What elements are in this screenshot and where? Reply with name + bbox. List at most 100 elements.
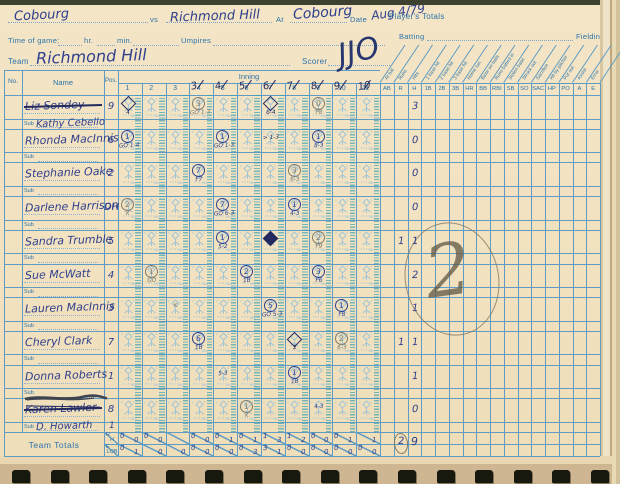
grid-line <box>284 82 286 456</box>
at-label: At <box>276 15 284 24</box>
svg-text:3: 3 <box>180 198 182 202</box>
svg-text:2: 2 <box>311 231 313 235</box>
scoring-cell-diamond-glyph: 2 3 SAC <box>191 365 209 387</box>
svg-text:SAC: SAC <box>226 417 232 421</box>
sub-row-label: Sub <box>24 289 34 295</box>
svg-text:SAC: SAC <box>202 417 208 421</box>
player-pos-handwritten: 2 <box>107 168 115 180</box>
scoring-cell-diamond-glyph: 2 3 SAC <box>310 230 328 252</box>
scoring-cell-diamond-glyph: 2 3 SAC <box>167 197 185 219</box>
svg-text:3: 3 <box>227 198 229 202</box>
name-writing-line <box>24 112 100 114</box>
inning-number: 3 <box>173 85 177 92</box>
inning-number: 2 <box>149 85 154 92</box>
page-edge-right <box>616 0 620 484</box>
scoring-cell-diamond-glyph: 2 3 SAC <box>215 163 233 185</box>
svg-text:SAC: SAC <box>297 181 303 185</box>
scoring-mark-note: K <box>244 412 250 419</box>
scoring-mark-note: F8 <box>338 311 346 318</box>
svg-text:SAC: SAC <box>131 181 137 185</box>
totals-hits-value: 9 <box>410 434 418 449</box>
svg-text:SAC: SAC <box>154 147 160 151</box>
svg-text:SAC: SAC <box>345 383 351 387</box>
svg-text:SAC: SAC <box>250 316 256 320</box>
svg-text:SAC: SAC <box>226 181 232 185</box>
svg-text:2: 2 <box>335 130 337 134</box>
scoring-cell-diamond-glyph: 2 3 SAC <box>143 264 161 286</box>
svg-text:3: 3 <box>299 299 301 303</box>
svg-text:2: 2 <box>121 265 123 269</box>
sub-row-label: Sub <box>24 187 34 194</box>
svg-text:3: 3 <box>346 265 348 269</box>
player-pos-handwritten: 9 <box>107 101 115 112</box>
svg-text:3: 3 <box>251 231 253 235</box>
svg-text:2: 2 <box>192 164 194 168</box>
svg-text:3: 3 <box>203 366 205 370</box>
svg-text:2: 2 <box>192 198 194 202</box>
svg-text:SAC: SAC <box>154 316 160 320</box>
svg-text:SAC: SAC <box>321 282 327 286</box>
svg-text:SAC: SAC <box>345 282 351 286</box>
totals-value: 0 <box>324 435 329 444</box>
totals-value: 0 <box>181 447 187 456</box>
totals-cell-diagonal <box>189 444 214 456</box>
scoring-cell-diamond-glyph: 2 3 SAC <box>215 298 233 320</box>
totals-cell-diagonal <box>104 444 118 456</box>
scoring-cell-diamond-glyph: 2 3 SAC <box>239 129 257 151</box>
svg-text:3: 3 <box>156 231 158 235</box>
scoring-mark-note: F7 <box>195 176 204 184</box>
svg-text:SAC: SAC <box>345 215 351 219</box>
svg-text:2: 2 <box>335 366 337 370</box>
dotted-rule <box>328 64 390 66</box>
totals-cell-label: R <box>106 432 110 438</box>
name-writing-line <box>24 415 100 418</box>
sub-row-label: Sub <box>24 221 34 228</box>
svg-text:2: 2 <box>168 400 170 404</box>
svg-text:2: 2 <box>121 400 123 404</box>
svg-text:3: 3 <box>323 97 325 101</box>
svg-text:SAC: SAC <box>226 147 232 151</box>
totals-value: 0 <box>324 447 329 456</box>
scoring-cell-diamond-glyph: 2 3 SAC <box>167 129 185 151</box>
svg-text:3: 3 <box>323 332 325 336</box>
sub-row-label: Sub <box>24 120 34 127</box>
svg-text:2: 2 <box>144 198 146 202</box>
svg-text:2: 2 <box>263 400 265 404</box>
svg-text:SAC: SAC <box>297 417 303 421</box>
binding-tooth <box>243 470 262 483</box>
grid-line <box>435 82 436 456</box>
player-hits-value: 0 <box>411 404 419 416</box>
svg-text:2: 2 <box>359 265 361 269</box>
svg-text:SAC: SAC <box>131 282 137 286</box>
svg-text:2: 2 <box>359 164 361 168</box>
svg-text:2: 2 <box>287 400 289 404</box>
player-pos-handwritten: 5 <box>107 235 115 247</box>
svg-text:2: 2 <box>359 198 361 202</box>
svg-text:3: 3 <box>180 400 182 404</box>
svg-text:3: 3 <box>370 299 372 303</box>
totals-value: 1 <box>276 447 282 456</box>
sub-row-label: Sub <box>24 390 34 397</box>
scoring-cell-diamond-glyph: 2 3 SAC <box>262 331 280 353</box>
totals-value: 1 <box>348 435 353 444</box>
svg-text:2: 2 <box>168 366 170 370</box>
scoring-cell-diamond-glyph: 2 3 SAC <box>334 197 352 219</box>
scoring-cell-diamond-glyph: 2 3 SAC <box>191 96 209 118</box>
stat-column-header: AB <box>383 85 391 92</box>
svg-text:SAC: SAC <box>297 383 303 387</box>
scoring-cell-diamond-glyph: 2 3 SAC <box>358 96 376 118</box>
grid-line <box>531 82 533 456</box>
svg-text:2: 2 <box>359 97 361 101</box>
grid-line <box>4 253 600 255</box>
grid-line <box>4 95 600 96</box>
sub-writing-line <box>38 328 98 331</box>
svg-text:SAC: SAC <box>321 114 327 118</box>
scoring-cell-diamond-glyph: 2 3 SAC <box>167 298 185 320</box>
svg-text:3: 3 <box>346 400 348 404</box>
svg-text:3: 3 <box>275 198 277 202</box>
grid-line <box>4 287 600 288</box>
player-pos-handwritten: 8 <box>107 404 115 416</box>
sub-player-pos: 1 <box>108 420 115 431</box>
svg-text:SAC: SAC <box>273 248 279 252</box>
tally-stripe <box>206 95 213 432</box>
